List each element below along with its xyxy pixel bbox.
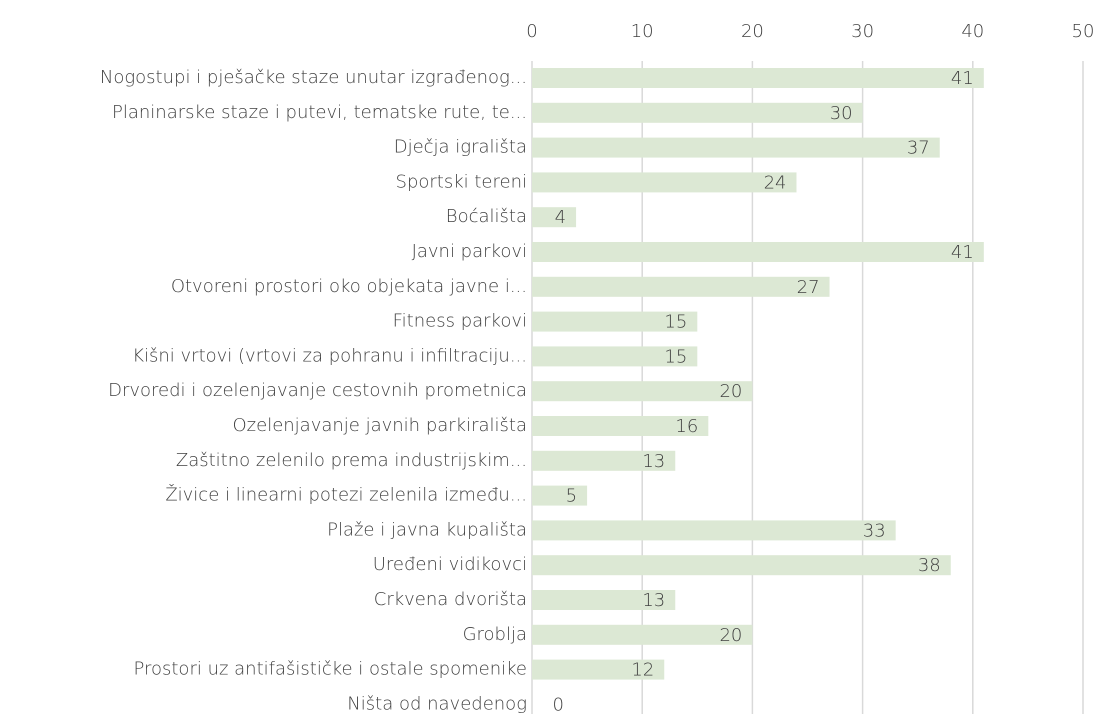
bar <box>532 242 984 262</box>
category-label: Crkvena dvorišta <box>374 589 527 610</box>
value-label: 15 <box>664 312 687 333</box>
category-label: Prostori uz antifašističke i ostale spom… <box>133 659 527 680</box>
x-tick-label: 10 <box>631 21 654 42</box>
category-label: Fitness parkovi <box>393 311 527 332</box>
bar <box>532 102 863 123</box>
category-label: Sportski tereni <box>396 171 527 192</box>
x-tick-label: 20 <box>741 21 764 42</box>
category-label: Javni parkovi <box>412 241 527 262</box>
category-label: Ozelenjavanje javnih parkirališta <box>233 415 528 436</box>
category-label: Dječja igrališta <box>394 137 527 158</box>
category-label: Uređeni vidikovci <box>373 554 527 575</box>
category-label: Groblja <box>463 624 527 645</box>
category-label: Kišni vrtovi (vrtovi za pohranu i infilt… <box>132 345 527 366</box>
category-label: Plaže i javna kupališta <box>327 519 527 540</box>
bar <box>532 172 797 193</box>
value-label: 24 <box>764 172 787 193</box>
value-label: 20 <box>719 625 742 646</box>
category-label: Otvoreni prostori oko objekata javne i..… <box>171 276 527 297</box>
value-label: 37 <box>907 138 930 159</box>
value-label: 38 <box>918 555 941 576</box>
value-label: 20 <box>719 381 742 402</box>
value-label: 41 <box>951 68 974 89</box>
x-tick-label: 50 <box>1072 21 1095 42</box>
value-label: 41 <box>951 242 974 263</box>
bar <box>532 68 984 88</box>
value-label: 16 <box>675 416 698 437</box>
value-label: 27 <box>797 277 820 298</box>
value-label: 13 <box>642 451 665 472</box>
bar <box>532 381 753 402</box>
x-tick-label: 40 <box>961 21 984 42</box>
value-label: 15 <box>664 346 687 367</box>
bar <box>532 659 665 680</box>
bar <box>532 450 676 471</box>
value-label: 5 <box>566 486 577 507</box>
bar <box>532 624 753 645</box>
value-label: 13 <box>642 590 665 611</box>
bar <box>532 416 709 436</box>
x-tick-label: 30 <box>851 21 874 42</box>
value-label: 0 <box>553 694 564 714</box>
bar <box>532 276 830 297</box>
category-label: Ništa od navedenog <box>347 693 527 714</box>
bar <box>532 311 698 332</box>
category-label: Planinarske staze i putevi, tematske rut… <box>112 102 527 123</box>
value-label: 12 <box>631 660 654 681</box>
category-label: Drvoredi i ozelenjavanje cestovnih prome… <box>108 380 527 401</box>
bar <box>532 520 896 541</box>
category-label: Boćališta <box>446 206 527 227</box>
category-label: Nogostupi i pješačke staze unutar izgrađ… <box>100 67 527 88</box>
value-label: 30 <box>830 103 853 124</box>
x-tick-label: 0 <box>526 21 537 42</box>
bar <box>532 346 698 367</box>
bar <box>532 137 940 158</box>
bar <box>532 590 676 610</box>
category-label: Živice i linearni potezi zelenila između… <box>165 484 527 506</box>
value-label: 33 <box>863 520 886 541</box>
bar <box>532 207 577 228</box>
bar <box>532 555 951 576</box>
bar <box>532 485 588 506</box>
value-label: 4 <box>555 207 566 228</box>
category-label: Zaštitno zelenilo prema industrijskim... <box>176 450 527 471</box>
